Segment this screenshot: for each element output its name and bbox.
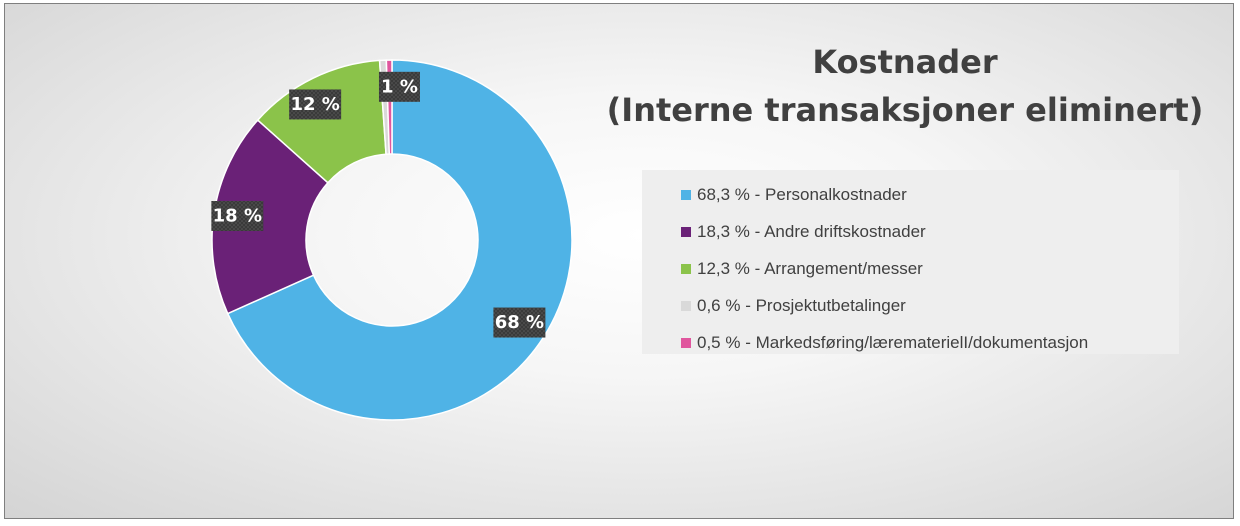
legend-item: 12,3 % - Arrangement/messer: [681, 250, 1179, 287]
data-label-box: [289, 89, 342, 120]
chart-area: 68 % 18 % 12 % 1 % Kostnader (Interne trans…: [4, 3, 1234, 519]
chart-title: Kostnader: [812, 43, 998, 81]
donut-slice-2: [211, 119, 329, 315]
data-label-2: 18 %: [211, 201, 264, 232]
data-label-text: 12 %: [290, 94, 339, 115]
legend-item: 0,5 % - Markedsføring/lærematerielI/doku…: [681, 324, 1179, 361]
chart-subtitle: (Interne transaksjoner eliminert): [606, 91, 1204, 129]
legend-item: 0,6 % - Prosjektutbetalinger: [681, 287, 1179, 324]
data-label-text: 68 %: [495, 312, 544, 333]
data-label-text: 18 %: [213, 206, 262, 227]
data-label-box: [378, 71, 420, 102]
data-label-5: 1 %: [378, 71, 420, 102]
legend-swatch: [681, 226, 691, 237]
legend-item: 68,3 % - Personalkostnader: [681, 176, 1179, 213]
data-label-text: 1 %: [381, 76, 418, 97]
chart-legend: 68,3 % - Personalkostnader 18,3 % - Andre…: [642, 170, 1179, 354]
legend-swatch: [681, 189, 691, 200]
legend-label: 18,3 % - Andre driftskostnader: [697, 221, 926, 241]
legend-label: 68,3 % - Personalkostnader: [697, 184, 907, 204]
data-label-1: 68 %: [493, 307, 546, 338]
legend-label: 0,6 % - Prosjektutbetalinger: [697, 295, 906, 315]
data-label-3: 12 %: [289, 89, 342, 120]
donut-slice-1: [226, 59, 573, 421]
legend-swatch: [681, 263, 691, 274]
legend-swatch: [681, 337, 691, 348]
chart-title-block: Kostnader (Interne transaksjoner elimine…: [605, 38, 1205, 134]
donut-chart: 68 % 18 % 12 % 1 %: [211, 59, 573, 421]
data-label-box: [211, 201, 264, 232]
legend-label: 12,3 % - Arrangement/messer: [697, 258, 923, 278]
data-label-box: [493, 307, 546, 338]
legend-label: 0,5 % - Markedsføring/lærematerielI/doku…: [697, 332, 1089, 352]
legend-item: 18,3 % - Andre driftskostnader: [681, 213, 1179, 250]
legend-swatch: [681, 300, 691, 311]
